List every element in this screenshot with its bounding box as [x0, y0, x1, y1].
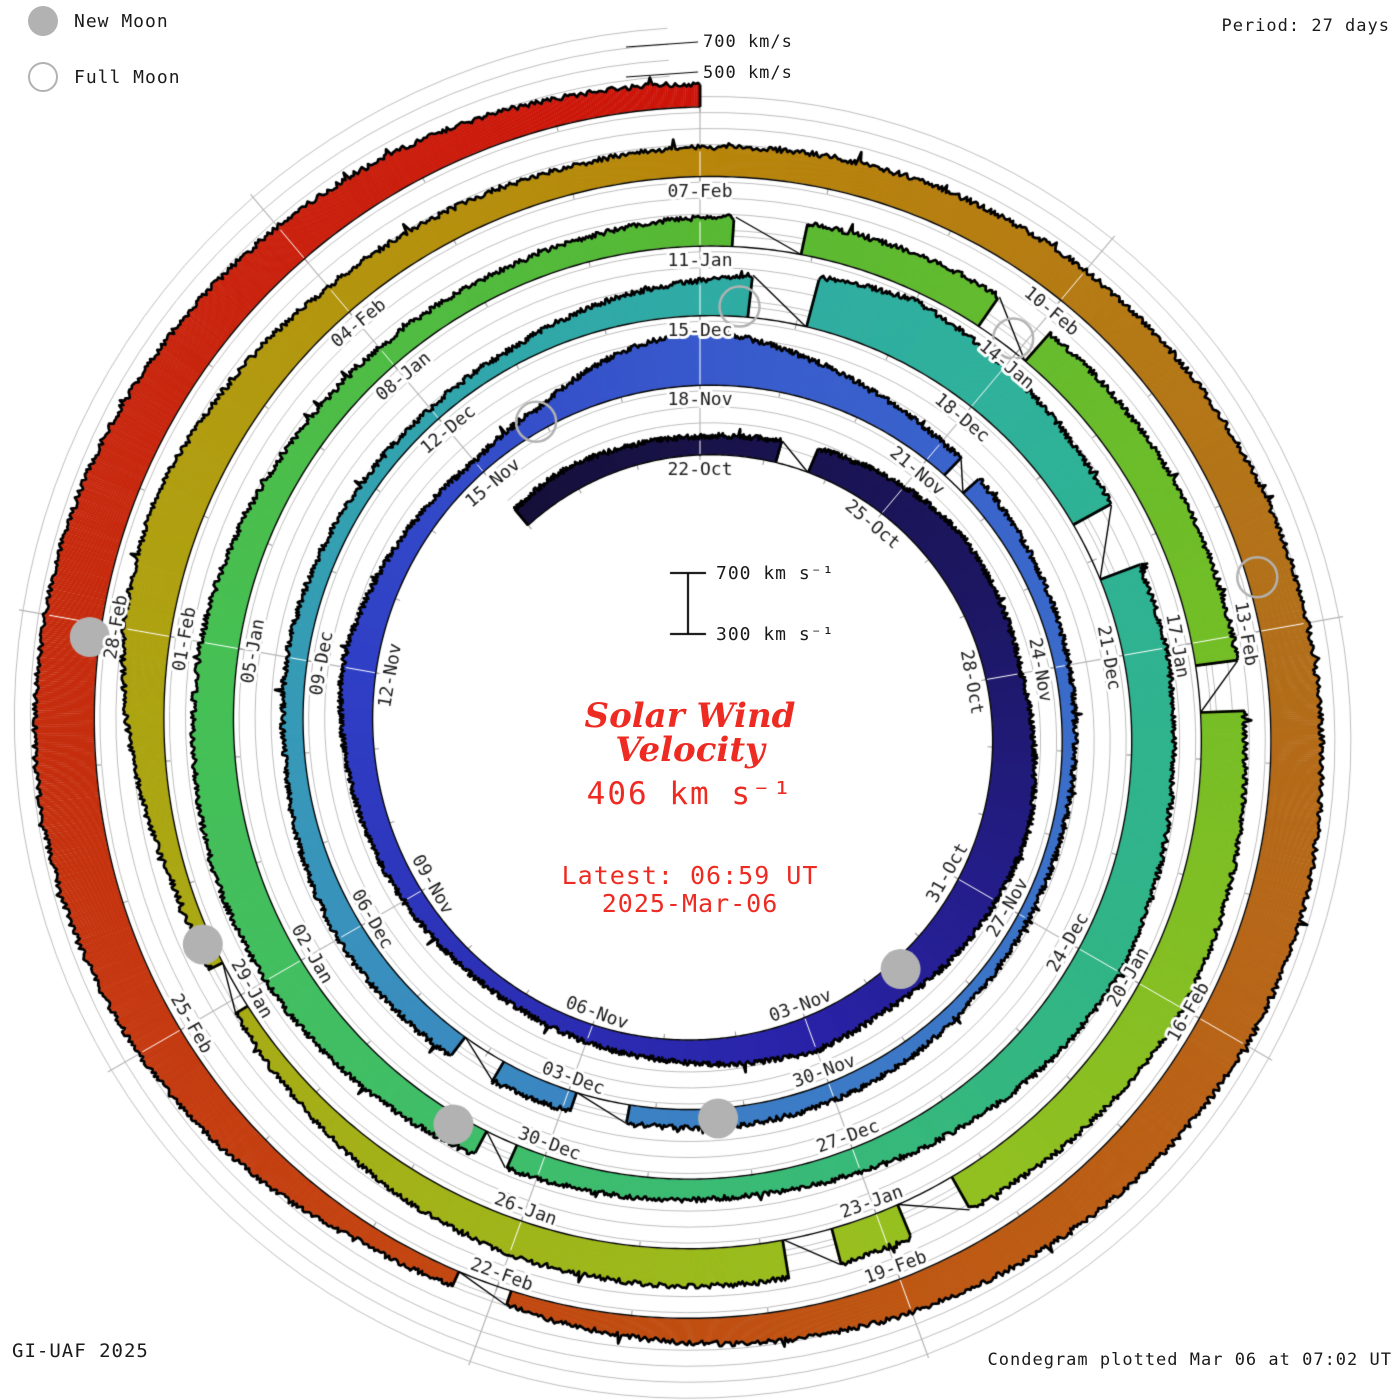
legend-full-moon-label: Full Moon	[74, 66, 181, 88]
axis-label-500: 500 km/s	[703, 63, 793, 83]
period-label: Period: 27 days	[1221, 16, 1390, 36]
plotted-label: Condegram plotted Mar 06 at 07:02 UT	[987, 1350, 1392, 1370]
latest-date-label: 2025-Mar-06	[601, 889, 779, 918]
scalebar-bottom-label: 300 km s⁻¹	[716, 624, 835, 645]
legend-new-moon: New Moon	[28, 6, 169, 36]
legend-new-moon-label: New Moon	[74, 10, 169, 32]
current-velocity-value: 406 km s⁻¹	[586, 776, 794, 812]
legend-full-moon: Full Moon	[28, 62, 181, 92]
chart-title-line1: Solar Wind	[584, 696, 796, 736]
full-moon-icon	[28, 62, 58, 92]
chart-title-line2: Velocity	[615, 730, 765, 770]
new-moon-icon	[28, 6, 58, 36]
credit-label: GI-UAF 2025	[12, 1340, 149, 1362]
scalebar-top-label: 700 km s⁻¹	[716, 563, 835, 584]
axis-label-700: 700 km/s	[703, 32, 793, 52]
latest-time-label: Latest: 06:59 UT	[561, 861, 819, 890]
